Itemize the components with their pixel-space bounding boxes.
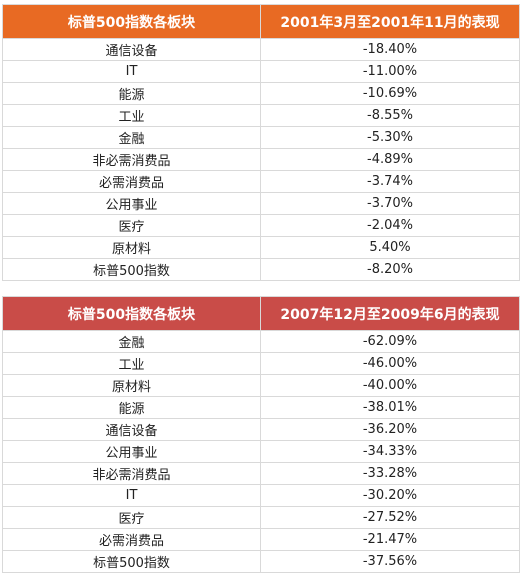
table-row: 工业 -8.55%: [2, 104, 520, 127]
sector-name-cell: 金融: [2, 126, 261, 149]
performance-value-cell: -10.69%: [260, 82, 520, 105]
table-row: IT -11.00%: [2, 60, 520, 83]
sector-name-cell: 原材料: [2, 236, 261, 259]
table-row: 必需消费品 -3.74%: [2, 170, 520, 193]
performance-value-cell: -11.00%: [260, 60, 520, 83]
table-row: 工业 -46.00%: [2, 352, 520, 375]
sector-name-cell: 标普500指数: [2, 258, 261, 281]
sector-name-cell: 通信设备: [2, 38, 261, 61]
table-row: 标普500指数 -8.20%: [2, 258, 520, 281]
performance-value-cell: -46.00%: [260, 352, 520, 375]
table-row: 医疗 -27.52%: [2, 506, 520, 529]
performance-value-cell: -5.30%: [260, 126, 520, 149]
table-row: 公用事业 -3.70%: [2, 192, 520, 215]
performance-value-cell: -37.56%: [260, 550, 520, 573]
performance-value-cell: -38.01%: [260, 396, 520, 419]
header-sector: 标普500指数各板块: [2, 296, 261, 331]
table-row: 能源 -10.69%: [2, 82, 520, 105]
table-row: 原材料 5.40%: [2, 236, 520, 259]
table-row: 非必需消费品 -33.28%: [2, 462, 520, 485]
table-2007-2009-recession: 标普500指数各板块 2007年12月至2009年6月的表现 金融 -62.09%…: [2, 296, 520, 573]
table-row: IT -30.20%: [2, 484, 520, 507]
table-row: 金融 -62.09%: [2, 330, 520, 353]
table-row: 必需消费品 -21.47%: [2, 528, 520, 551]
table-2001-recession: 标普500指数各板块 2001年3月至2001年11月的表现 通信设备 -18.4…: [2, 4, 520, 281]
sector-name-cell: 标普500指数: [2, 550, 261, 573]
sector-name-cell: 金融: [2, 330, 261, 353]
sector-name-cell: 非必需消费品: [2, 148, 261, 171]
performance-value-cell: -33.28%: [260, 462, 520, 485]
header-performance-2001: 2001年3月至2001年11月的表现: [260, 4, 520, 39]
performance-value-cell: 5.40%: [260, 236, 520, 259]
table-header-row: 标普500指数各板块 2007年12月至2009年6月的表现: [2, 296, 520, 331]
table-row: 通信设备 -18.40%: [2, 38, 520, 61]
table-row: 能源 -38.01%: [2, 396, 520, 419]
performance-value-cell: -34.33%: [260, 440, 520, 463]
sector-name-cell: 医疗: [2, 214, 261, 237]
performance-value-cell: -18.40%: [260, 38, 520, 61]
header-sector: 标普500指数各板块: [2, 4, 261, 39]
performance-value-cell: -2.04%: [260, 214, 520, 237]
sector-name-cell: 工业: [2, 104, 261, 127]
sector-name-cell: 通信设备: [2, 418, 261, 441]
performance-value-cell: -30.20%: [260, 484, 520, 507]
sector-name-cell: IT: [2, 60, 261, 83]
performance-value-cell: -3.74%: [260, 170, 520, 193]
performance-value-cell: -3.70%: [260, 192, 520, 215]
sector-name-cell: 医疗: [2, 506, 261, 529]
performance-value-cell: -4.89%: [260, 148, 520, 171]
sector-name-cell: 公用事业: [2, 192, 261, 215]
sector-name-cell: 能源: [2, 82, 261, 105]
performance-value-cell: -8.20%: [260, 258, 520, 281]
sector-name-cell: 必需消费品: [2, 528, 261, 551]
sector-name-cell: 工业: [2, 352, 261, 375]
header-performance-2007-2009: 2007年12月至2009年6月的表现: [260, 296, 520, 331]
table-row: 医疗 -2.04%: [2, 214, 520, 237]
performance-value-cell: -36.20%: [260, 418, 520, 441]
sector-name-cell: 能源: [2, 396, 261, 419]
sector-name-cell: IT: [2, 484, 261, 507]
sector-name-cell: 非必需消费品: [2, 462, 261, 485]
sector-name-cell: 原材料: [2, 374, 261, 397]
sector-name-cell: 公用事业: [2, 440, 261, 463]
table-row: 金融 -5.30%: [2, 126, 520, 149]
table-row: 通信设备 -36.20%: [2, 418, 520, 441]
performance-value-cell: -21.47%: [260, 528, 520, 551]
performance-value-cell: -62.09%: [260, 330, 520, 353]
table-row: 非必需消费品 -4.89%: [2, 148, 520, 171]
table-row: 公用事业 -34.33%: [2, 440, 520, 463]
table-row: 标普500指数 -37.56%: [2, 550, 520, 573]
performance-value-cell: -40.00%: [260, 374, 520, 397]
table-row: 原材料 -40.00%: [2, 374, 520, 397]
sector-name-cell: 必需消费品: [2, 170, 261, 193]
table-header-row: 标普500指数各板块 2001年3月至2001年11月的表现: [2, 4, 520, 39]
performance-value-cell: -8.55%: [260, 104, 520, 127]
performance-value-cell: -27.52%: [260, 506, 520, 529]
